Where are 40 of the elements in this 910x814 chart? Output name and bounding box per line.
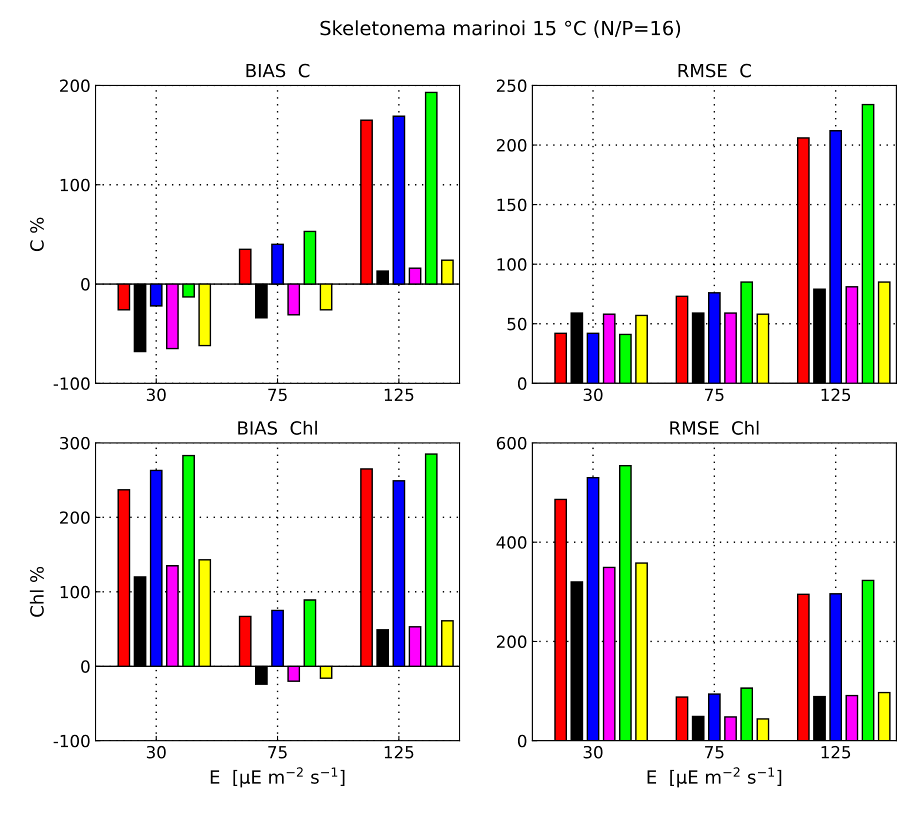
- y-tick-label: 50: [508, 318, 526, 330]
- y-tick-label: 0: [81, 278, 90, 291]
- x-tick-label: 125: [822, 746, 850, 758]
- x-tick-label: 125: [384, 388, 414, 402]
- x-tick-label: 75: [705, 388, 724, 402]
- text: Skeletonema marinoi 15 °C (N/P=16): [320, 20, 680, 38]
- x-axis-title: E [μE m$^{−2}$ s$^{−1}$]: [210, 767, 344, 788]
- y-tick-label: 100: [60, 586, 90, 598]
- y-tick-label: 200: [60, 79, 90, 92]
- y-tick-label: 200: [60, 511, 90, 524]
- chart-title: BIAS C: [246, 64, 310, 78]
- x-tick-label: 30: [584, 746, 603, 758]
- y-tick-label: 600: [496, 436, 526, 450]
- chart-title: RMSE C: [678, 64, 751, 78]
- y-tick-label: 150: [498, 198, 526, 212]
- x-tick-label: 30: [146, 746, 166, 758]
- x-tick-label: 30: [584, 388, 603, 402]
- y-tick-label: 200: [496, 139, 526, 152]
- x-tick-label: 75: [268, 746, 287, 758]
- y-axis-title: Chl %: [30, 566, 44, 617]
- x-tick-label: 125: [384, 746, 414, 758]
- x-tick-label: 30: [146, 388, 166, 402]
- y-tick-label: 100: [498, 258, 526, 271]
- y-tick-label: 0: [518, 734, 526, 748]
- y-tick-label: 250: [496, 79, 526, 92]
- y-tick-label: 0: [81, 660, 90, 673]
- y-axis-title: C %: [30, 218, 44, 252]
- y-tick-label: 200: [496, 635, 526, 648]
- chart-title: BIAS Chl: [238, 420, 317, 435]
- x-tick-label: 75: [705, 746, 724, 758]
- y-tick-label: -100: [54, 734, 90, 748]
- y-tick-label: 400: [496, 536, 526, 549]
- x-tick-label: 125: [822, 388, 850, 402]
- y-tick-label: 100: [60, 178, 90, 192]
- y-tick-label: 300: [60, 436, 90, 450]
- x-tick-label: 75: [268, 388, 287, 402]
- y-tick-label: -100: [54, 377, 90, 390]
- y-tick-label: 0: [518, 377, 526, 390]
- x-axis-title: E [μE m$^{−2}$ s$^{−1}$]: [648, 767, 782, 788]
- chart-title: RMSE Chl: [670, 420, 758, 435]
